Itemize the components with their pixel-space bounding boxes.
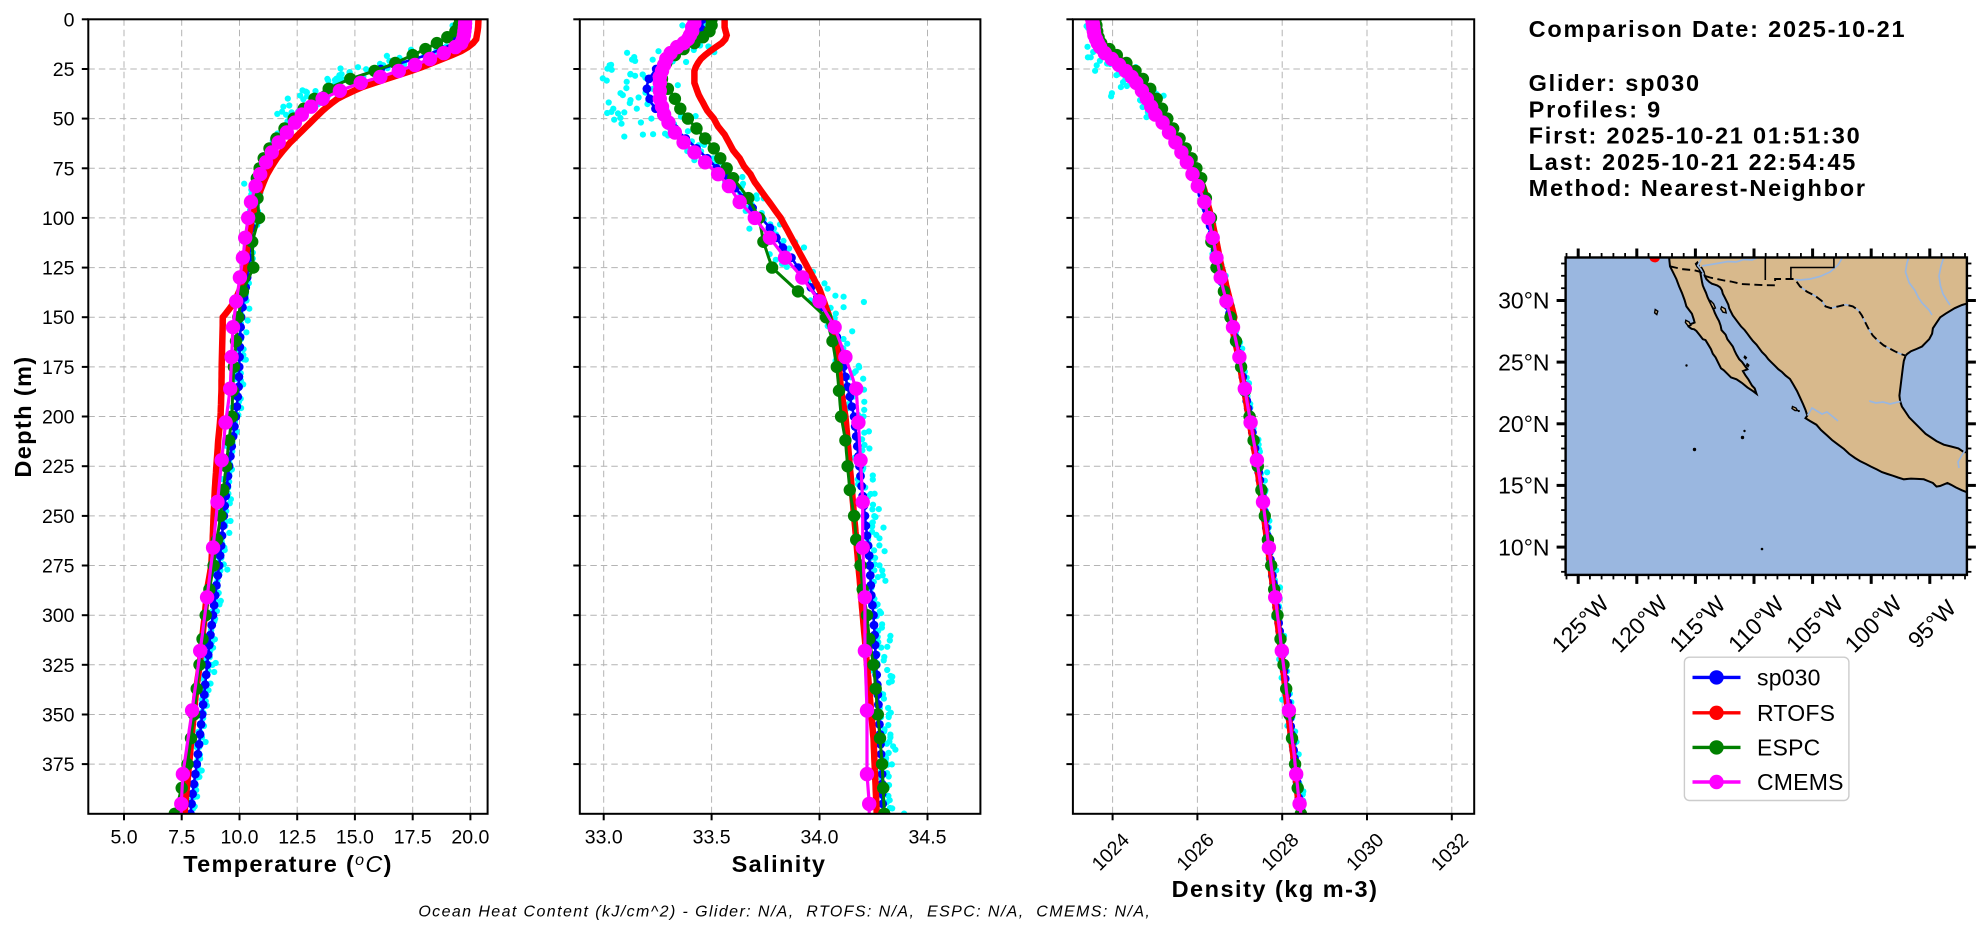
svg-text:225: 225	[42, 456, 75, 478]
svg-text:34.5: 34.5	[909, 827, 947, 849]
svg-text:Last: 2025-10-21 22:54:45: Last: 2025-10-21 22:54:45	[1529, 149, 1857, 175]
svg-text:33.0: 33.0	[585, 827, 623, 849]
svg-text:Comparison Date: 2025-10-21: Comparison Date: 2025-10-21	[1529, 16, 1907, 42]
svg-text:Glider: sp030: Glider: sp030	[1529, 70, 1701, 96]
svg-text:Ocean Heat Content (kJ/cm^2) -: Ocean Heat Content (kJ/cm^2) - Glider: N…	[418, 903, 1151, 920]
svg-text:15°N: 15°N	[1498, 473, 1549, 499]
svg-text:10°N: 10°N	[1498, 534, 1549, 560]
svg-text:17.5: 17.5	[394, 827, 432, 849]
svg-text:375: 375	[42, 754, 75, 776]
svg-text:Salinity: Salinity	[732, 851, 827, 877]
svg-text:Profiles: 9: Profiles: 9	[1529, 96, 1662, 122]
svg-text:50: 50	[53, 109, 75, 131]
svg-text:First: 2025-10-21 01:51:30: First: 2025-10-21 01:51:30	[1529, 123, 1862, 149]
svg-text:250: 250	[42, 506, 75, 528]
svg-text:10.0: 10.0	[221, 827, 259, 849]
svg-text:33.5: 33.5	[693, 827, 731, 849]
svg-text:5.0: 5.0	[110, 827, 137, 849]
svg-text:Depth (m): Depth (m)	[10, 355, 36, 477]
svg-text:75: 75	[53, 158, 75, 180]
svg-text:325: 325	[42, 655, 75, 677]
svg-text:300: 300	[42, 605, 75, 627]
svg-text:12.5: 12.5	[278, 827, 316, 849]
svg-text:25°N: 25°N	[1498, 349, 1549, 375]
svg-text:ESPC: ESPC	[1757, 735, 1820, 761]
svg-text:275: 275	[42, 556, 75, 578]
svg-text:150: 150	[42, 307, 75, 329]
svg-text:100: 100	[42, 208, 75, 230]
svg-text:25: 25	[53, 59, 75, 81]
svg-text:Density (kg m-3): Density (kg m-3)	[1172, 876, 1379, 902]
svg-text:20°N: 20°N	[1498, 411, 1549, 437]
svg-text:Method: Nearest-Neighbor: Method: Nearest-Neighbor	[1529, 175, 1867, 201]
svg-text:30°N: 30°N	[1498, 288, 1549, 314]
svg-text:200: 200	[42, 407, 75, 429]
svg-text:sp030: sp030	[1757, 665, 1821, 691]
svg-text:350: 350	[42, 705, 75, 727]
svg-text:175: 175	[42, 357, 75, 379]
svg-text:34.0: 34.0	[801, 827, 839, 849]
svg-text:125: 125	[42, 258, 75, 280]
svg-text:RTOFS: RTOFS	[1757, 700, 1835, 726]
svg-text:0: 0	[64, 9, 75, 31]
svg-text:20.0: 20.0	[451, 827, 489, 849]
svg-text:CMEMS: CMEMS	[1757, 769, 1844, 795]
svg-text:7.5: 7.5	[168, 827, 195, 849]
svg-text:15.0: 15.0	[336, 827, 374, 849]
